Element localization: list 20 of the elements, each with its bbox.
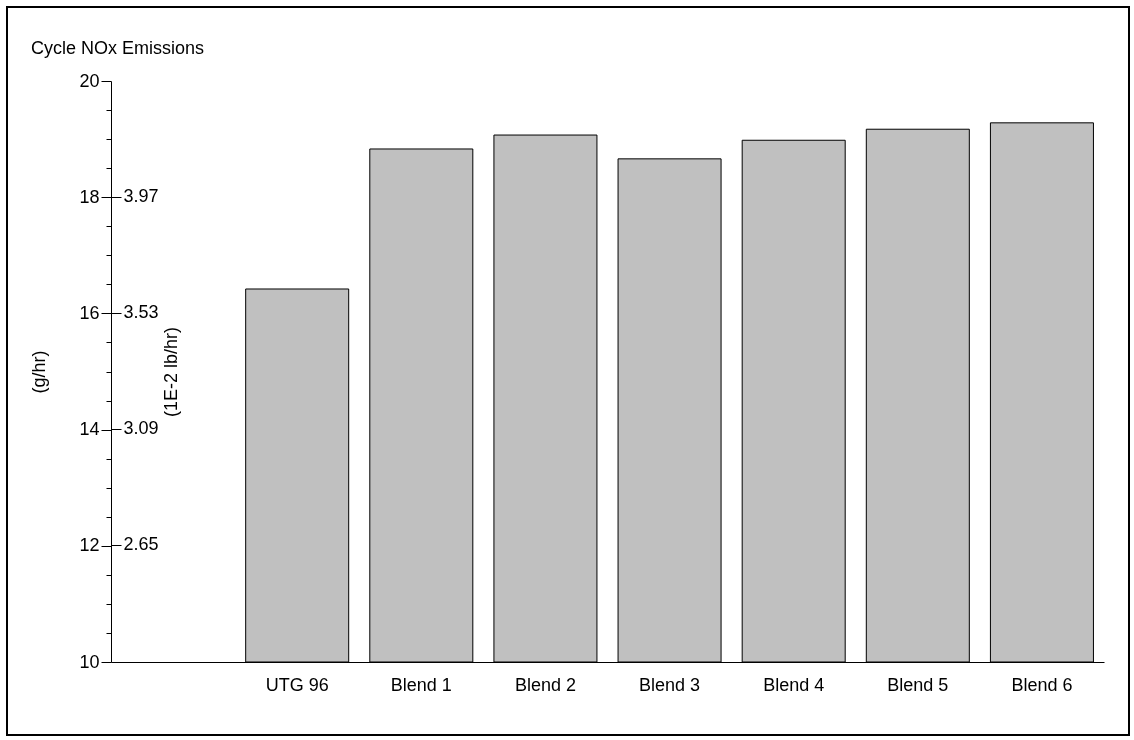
y-tick-label: 18 — [79, 186, 100, 207]
y2-tick-label: 3.53 — [123, 302, 159, 323]
x-tick-label: Blend 1 — [390, 674, 452, 695]
x-tick-label: Blend 2 — [514, 674, 576, 695]
y2-tick-label: 2.65 — [123, 534, 159, 555]
y2-tick-label: 3.09 — [123, 418, 159, 439]
x-tick-label: UTG 96 — [265, 674, 329, 695]
y-tick-label: 14 — [79, 419, 100, 440]
x-tick-label: Blend 5 — [887, 674, 949, 695]
y-tick-label: 16 — [79, 302, 100, 323]
chart-title: Cycle NOx Emissions — [30, 38, 205, 58]
y2-tick-label: 3.97 — [123, 186, 159, 207]
y-tick-label: 12 — [79, 535, 100, 556]
x-tick-label: Blend 4 — [763, 674, 825, 695]
y-tick-label: 20 — [79, 70, 100, 91]
y-axis-title: (g/hr) — [29, 350, 50, 394]
x-tick-label: Blend 3 — [639, 674, 701, 695]
x-tick-label: Blend 6 — [1011, 674, 1073, 695]
y2-axis-title: (1E-2 lb/hr) — [160, 326, 181, 418]
y-tick-label: 10 — [79, 651, 100, 672]
